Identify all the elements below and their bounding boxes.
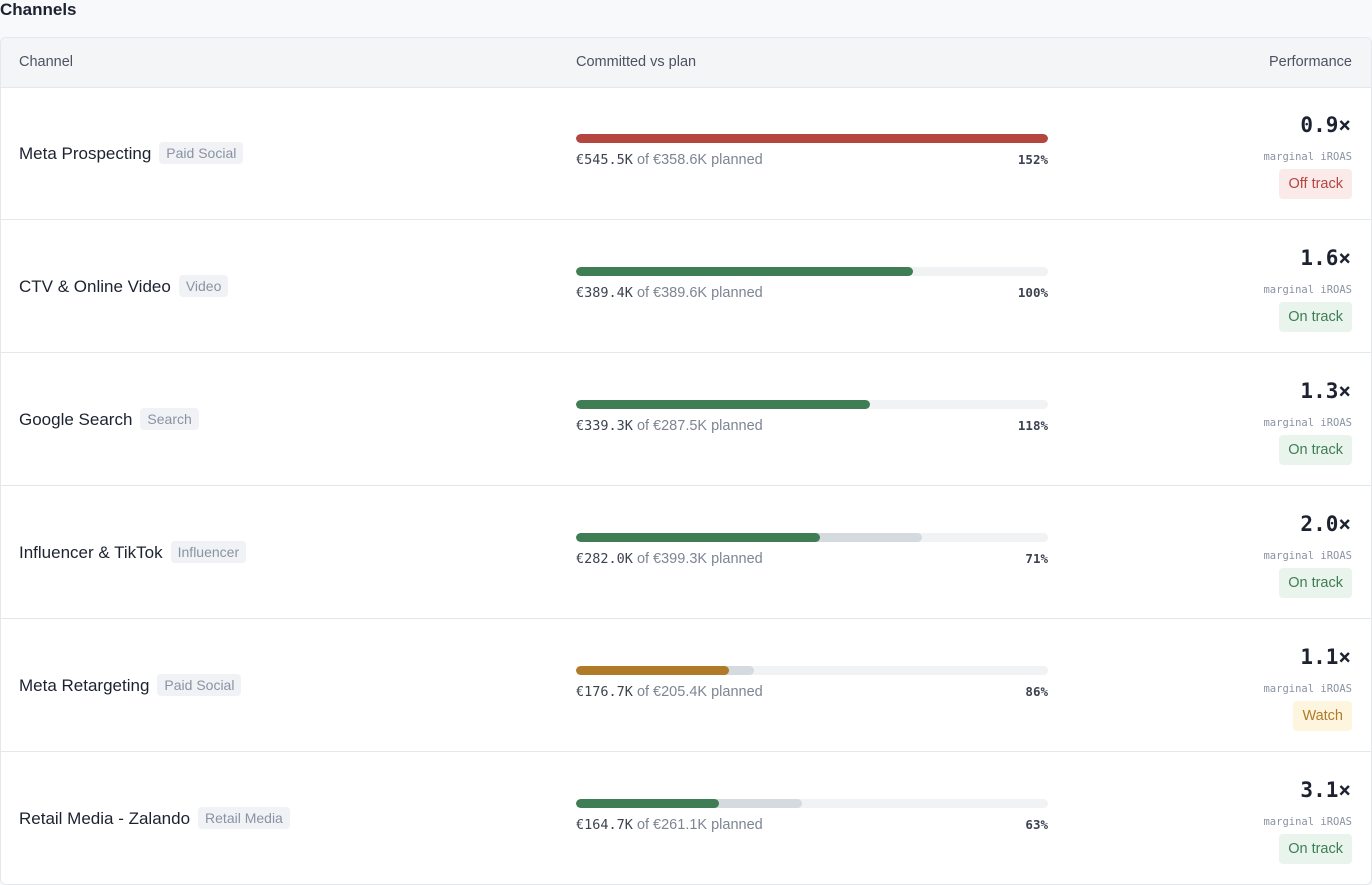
committed-caption: €545.5K of €358.6K planned 152% — [576, 151, 1048, 169]
channel-type-tag: Paid Social — [159, 142, 244, 164]
status-badge: Off track — [1279, 169, 1352, 199]
committed-progress-bar — [576, 666, 1048, 675]
status-badge: On track — [1279, 435, 1352, 465]
channel-name-cell: Retail Media - Zalando Retail Media — [19, 807, 290, 830]
iroas-value: 1.6× — [1300, 246, 1351, 270]
iroas-value: 1.3× — [1300, 379, 1351, 403]
committed-percent: 118% — [1017, 418, 1048, 433]
iroas-metric-label: marginal iROAS — [1263, 683, 1352, 695]
iroas-metric-label: marginal iROAS — [1263, 550, 1352, 562]
channel-type-tag: Paid Social — [157, 674, 242, 696]
iroas-metric-label: marginal iROAS — [1263, 417, 1352, 429]
iroas-value: 1.1× — [1300, 645, 1351, 669]
channel-type-tag: Influencer — [170, 541, 247, 563]
committed-amount: €164.7K — [576, 817, 633, 833]
header-performance[interactable]: Performance — [1268, 54, 1352, 70]
iroas-metric-label: marginal iROAS — [1263, 151, 1352, 163]
committed-percent: 71% — [1025, 551, 1048, 566]
committed-progress-bar — [576, 799, 1048, 808]
section-title: Channels — [0, 0, 77, 19]
committed-caption: €339.3K of €287.5K planned 118% — [576, 417, 1048, 435]
table-header: Channel Committed vs plan Performance — [1, 38, 1371, 88]
committed-bar-segment — [576, 267, 913, 276]
table-row[interactable]: Retail Media - Zalando Retail Media €164.… — [1, 752, 1371, 884]
committed-caption: €176.7K of €205.4K planned 86% — [576, 683, 1048, 701]
committed-amount: €339.3K — [576, 418, 633, 434]
channel-name[interactable]: Meta Retargeting — [19, 676, 150, 695]
iroas-metric-label: marginal iROAS — [1263, 284, 1352, 296]
channel-name-cell: Google Search Search — [19, 408, 199, 431]
table-row[interactable]: CTV & Online Video Video €389.4K of €389.… — [1, 220, 1371, 353]
table-row[interactable]: Influencer & TikTok Influencer €282.0K of… — [1, 486, 1371, 619]
iroas-value: 3.1× — [1300, 778, 1351, 802]
planned-amount: of €389.6K planned — [636, 285, 763, 301]
channel-name[interactable]: Google Search — [19, 410, 133, 429]
table-row[interactable]: Meta Retargeting Paid Social €176.7K of €… — [1, 619, 1371, 752]
committed-bar-segment — [576, 134, 1048, 143]
committed-bar-segment — [576, 533, 821, 542]
channel-name[interactable]: Retail Media - Zalando — [19, 809, 191, 828]
committed-bar-segment — [576, 666, 729, 675]
committed-percent: 63% — [1025, 817, 1048, 832]
channel-name[interactable]: Meta Prospecting — [19, 144, 152, 163]
committed-amount: €282.0K — [576, 551, 633, 567]
committed-percent: 86% — [1025, 684, 1048, 699]
iroas-value: 0.9× — [1300, 113, 1351, 137]
committed-bar-segment — [576, 400, 870, 409]
committed-progress-bar — [576, 533, 1048, 542]
committed-caption: €389.4K of €389.6K planned 100% — [576, 284, 1048, 302]
committed-progress-bar — [576, 134, 1048, 143]
status-badge: On track — [1279, 834, 1352, 864]
planned-amount: of €399.3K planned — [636, 551, 763, 567]
committed-caption: €164.7K of €261.1K planned 63% — [576, 816, 1048, 834]
planned-amount: of €287.5K planned — [636, 418, 763, 434]
committed-progress-bar — [576, 400, 1048, 409]
committed-amount: €389.4K — [576, 285, 633, 301]
iroas-value: 2.0× — [1300, 512, 1351, 536]
channel-type-tag: Video — [178, 275, 229, 297]
planned-amount: of €358.6K planned — [636, 152, 763, 168]
committed-bar-segment — [576, 799, 719, 808]
committed-percent: 152% — [1017, 152, 1048, 167]
channel-name-cell: Meta Prospecting Paid Social — [19, 142, 244, 165]
status-badge: Watch — [1293, 701, 1352, 731]
planned-amount: of €261.1K planned — [636, 817, 763, 833]
header-channel[interactable]: Channel — [19, 54, 74, 70]
channel-name-cell: Influencer & TikTok Influencer — [19, 541, 247, 564]
table-row[interactable]: Google Search Search €339.3K of €287.5K p… — [1, 353, 1371, 486]
status-badge: On track — [1279, 302, 1352, 332]
channels-table: Channel Committed vs plan Performance Me… — [0, 37, 1372, 885]
channel-type-tag: Retail Media — [198, 807, 290, 829]
planned-amount: of €205.4K planned — [636, 684, 763, 700]
status-badge: On track — [1279, 568, 1352, 598]
committed-caption: €282.0K of €399.3K planned 71% — [576, 550, 1048, 568]
table-row[interactable]: Meta Prospecting Paid Social €545.5K of €… — [1, 87, 1371, 220]
header-committed-vs-plan[interactable]: Committed vs plan — [576, 54, 697, 70]
channel-name-cell: CTV & Online Video Video — [19, 275, 229, 298]
channel-name[interactable]: Influencer & TikTok — [19, 543, 163, 562]
channel-name-cell: Meta Retargeting Paid Social — [19, 674, 242, 697]
committed-progress-bar — [576, 267, 1048, 276]
iroas-metric-label: marginal iROAS — [1263, 816, 1352, 828]
channel-type-tag: Search — [140, 408, 199, 430]
committed-percent: 100% — [1017, 285, 1048, 300]
committed-amount: €545.5K — [576, 152, 633, 168]
channel-name[interactable]: CTV & Online Video — [19, 277, 171, 296]
committed-amount: €176.7K — [576, 684, 633, 700]
